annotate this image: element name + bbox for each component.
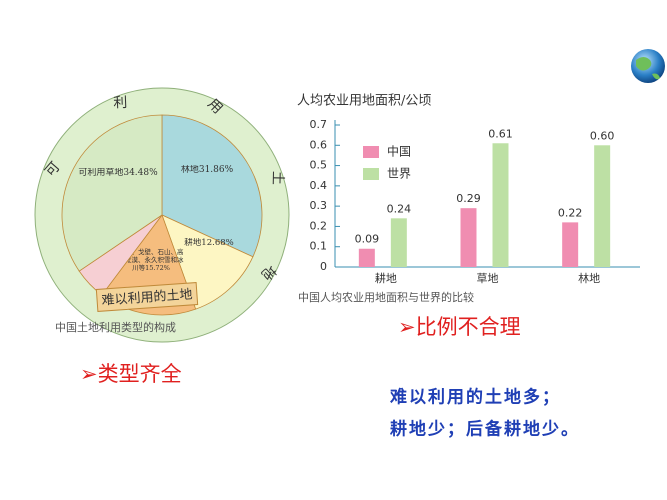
x-tick-label: 耕地 — [375, 271, 397, 285]
legend-label: 世界 — [387, 167, 411, 181]
bar-chart: 人均农业用地面积/公顷 0 0.1 0.2 0.3 0.4 0.5 0.6 0.7 耕地 0.09 0… — [297, 94, 640, 304]
bar — [594, 145, 611, 267]
point: ➢比例不合理 — [398, 315, 521, 339]
y-tick-label: 0.7 — [310, 118, 328, 131]
slice-category: 林地 — [180, 165, 199, 175]
note: 耕地少；后备耕地少。 — [390, 419, 580, 440]
value-label: 0.24 — [387, 202, 412, 215]
bar — [390, 218, 407, 267]
point-text: 类型齐全 — [98, 362, 182, 386]
slice-label-box: 耕地12.68% — [176, 238, 242, 249]
box-label-bg — [95, 282, 199, 312]
slice-category: 沙漠、戈壁、石山、高寒荒漠、永久积雪和冰川等 — [118, 248, 184, 273]
value-label: 0.61 — [488, 127, 513, 140]
slice-label-box: 林地31.86% — [172, 165, 242, 176]
y-tick-label: 0.5 — [310, 159, 328, 172]
point-text: 比例不合理 — [416, 315, 521, 339]
value-label: 0.60 — [590, 129, 615, 142]
legend-label: 中国 — [387, 144, 411, 159]
note: 难以利用的土地多； — [389, 387, 561, 408]
value-label: 0.09 — [355, 233, 380, 246]
y-tick-label: 0.6 — [310, 138, 328, 151]
pie-slice — [61, 114, 163, 272]
y-tick-label: 0.4 — [310, 179, 328, 192]
value-label: 0.22 — [558, 206, 583, 219]
pie-chart: 可利用土地林地31.86%耕地12.68%沙漠、戈壁、石山、高寒荒漠、永久积雪和… — [34, 87, 290, 343]
caption: 中国人均农业用地面积与世界的比较 — [298, 290, 474, 304]
bar — [358, 248, 375, 267]
bar — [492, 143, 509, 267]
x-tick-label: 草地 — [477, 272, 499, 285]
value-label: 0.29 — [456, 192, 481, 205]
caption: 中国土地利用类型的构成 — [55, 320, 176, 334]
slice-category: 耕地 — [184, 238, 202, 248]
slice-label: 沙漠、戈壁、石山、高寒荒漠、永久积雪和冰川等15.72% — [118, 248, 184, 272]
legend-swatch — [363, 146, 379, 158]
box-label: 难以利用的土地 — [101, 286, 193, 308]
bar — [562, 222, 579, 267]
slice-value: 34.48% — [123, 168, 158, 178]
y-tick-label: 0.3 — [310, 199, 328, 212]
slice-value: 15.72% — [145, 264, 170, 273]
legend-swatch — [363, 168, 379, 180]
y-tick-label: 0.2 — [310, 219, 328, 232]
globe-land — [636, 57, 660, 80]
slice-value: 31.86% — [198, 165, 234, 175]
x-tick-label: 林地 — [578, 271, 600, 285]
slice-label-box: 可利用草地34.48% — [78, 168, 158, 179]
slice-value: 12.68% — [201, 238, 234, 248]
slice-label-box: 沙漠、戈壁、石山、高寒荒漠、永久积雪和冰川等15.72% — [118, 248, 184, 272]
y-tick-label: 0.1 — [310, 240, 328, 253]
chart-title: 人均农业用地面积/公顷 — [297, 94, 431, 109]
slice-category: 可利用草地 — [78, 168, 124, 178]
pie-slice — [161, 114, 263, 258]
slice-label: 可利用草地34.48% — [78, 168, 158, 179]
point: ➢类型齐全 — [80, 362, 182, 386]
y-tick-label: 0 — [320, 260, 327, 273]
pie-slice — [161, 214, 254, 310]
slice-label: 林地31.86% — [172, 165, 242, 176]
bar — [460, 208, 477, 267]
slice-label: 耕地12.68% — [176, 238, 242, 249]
